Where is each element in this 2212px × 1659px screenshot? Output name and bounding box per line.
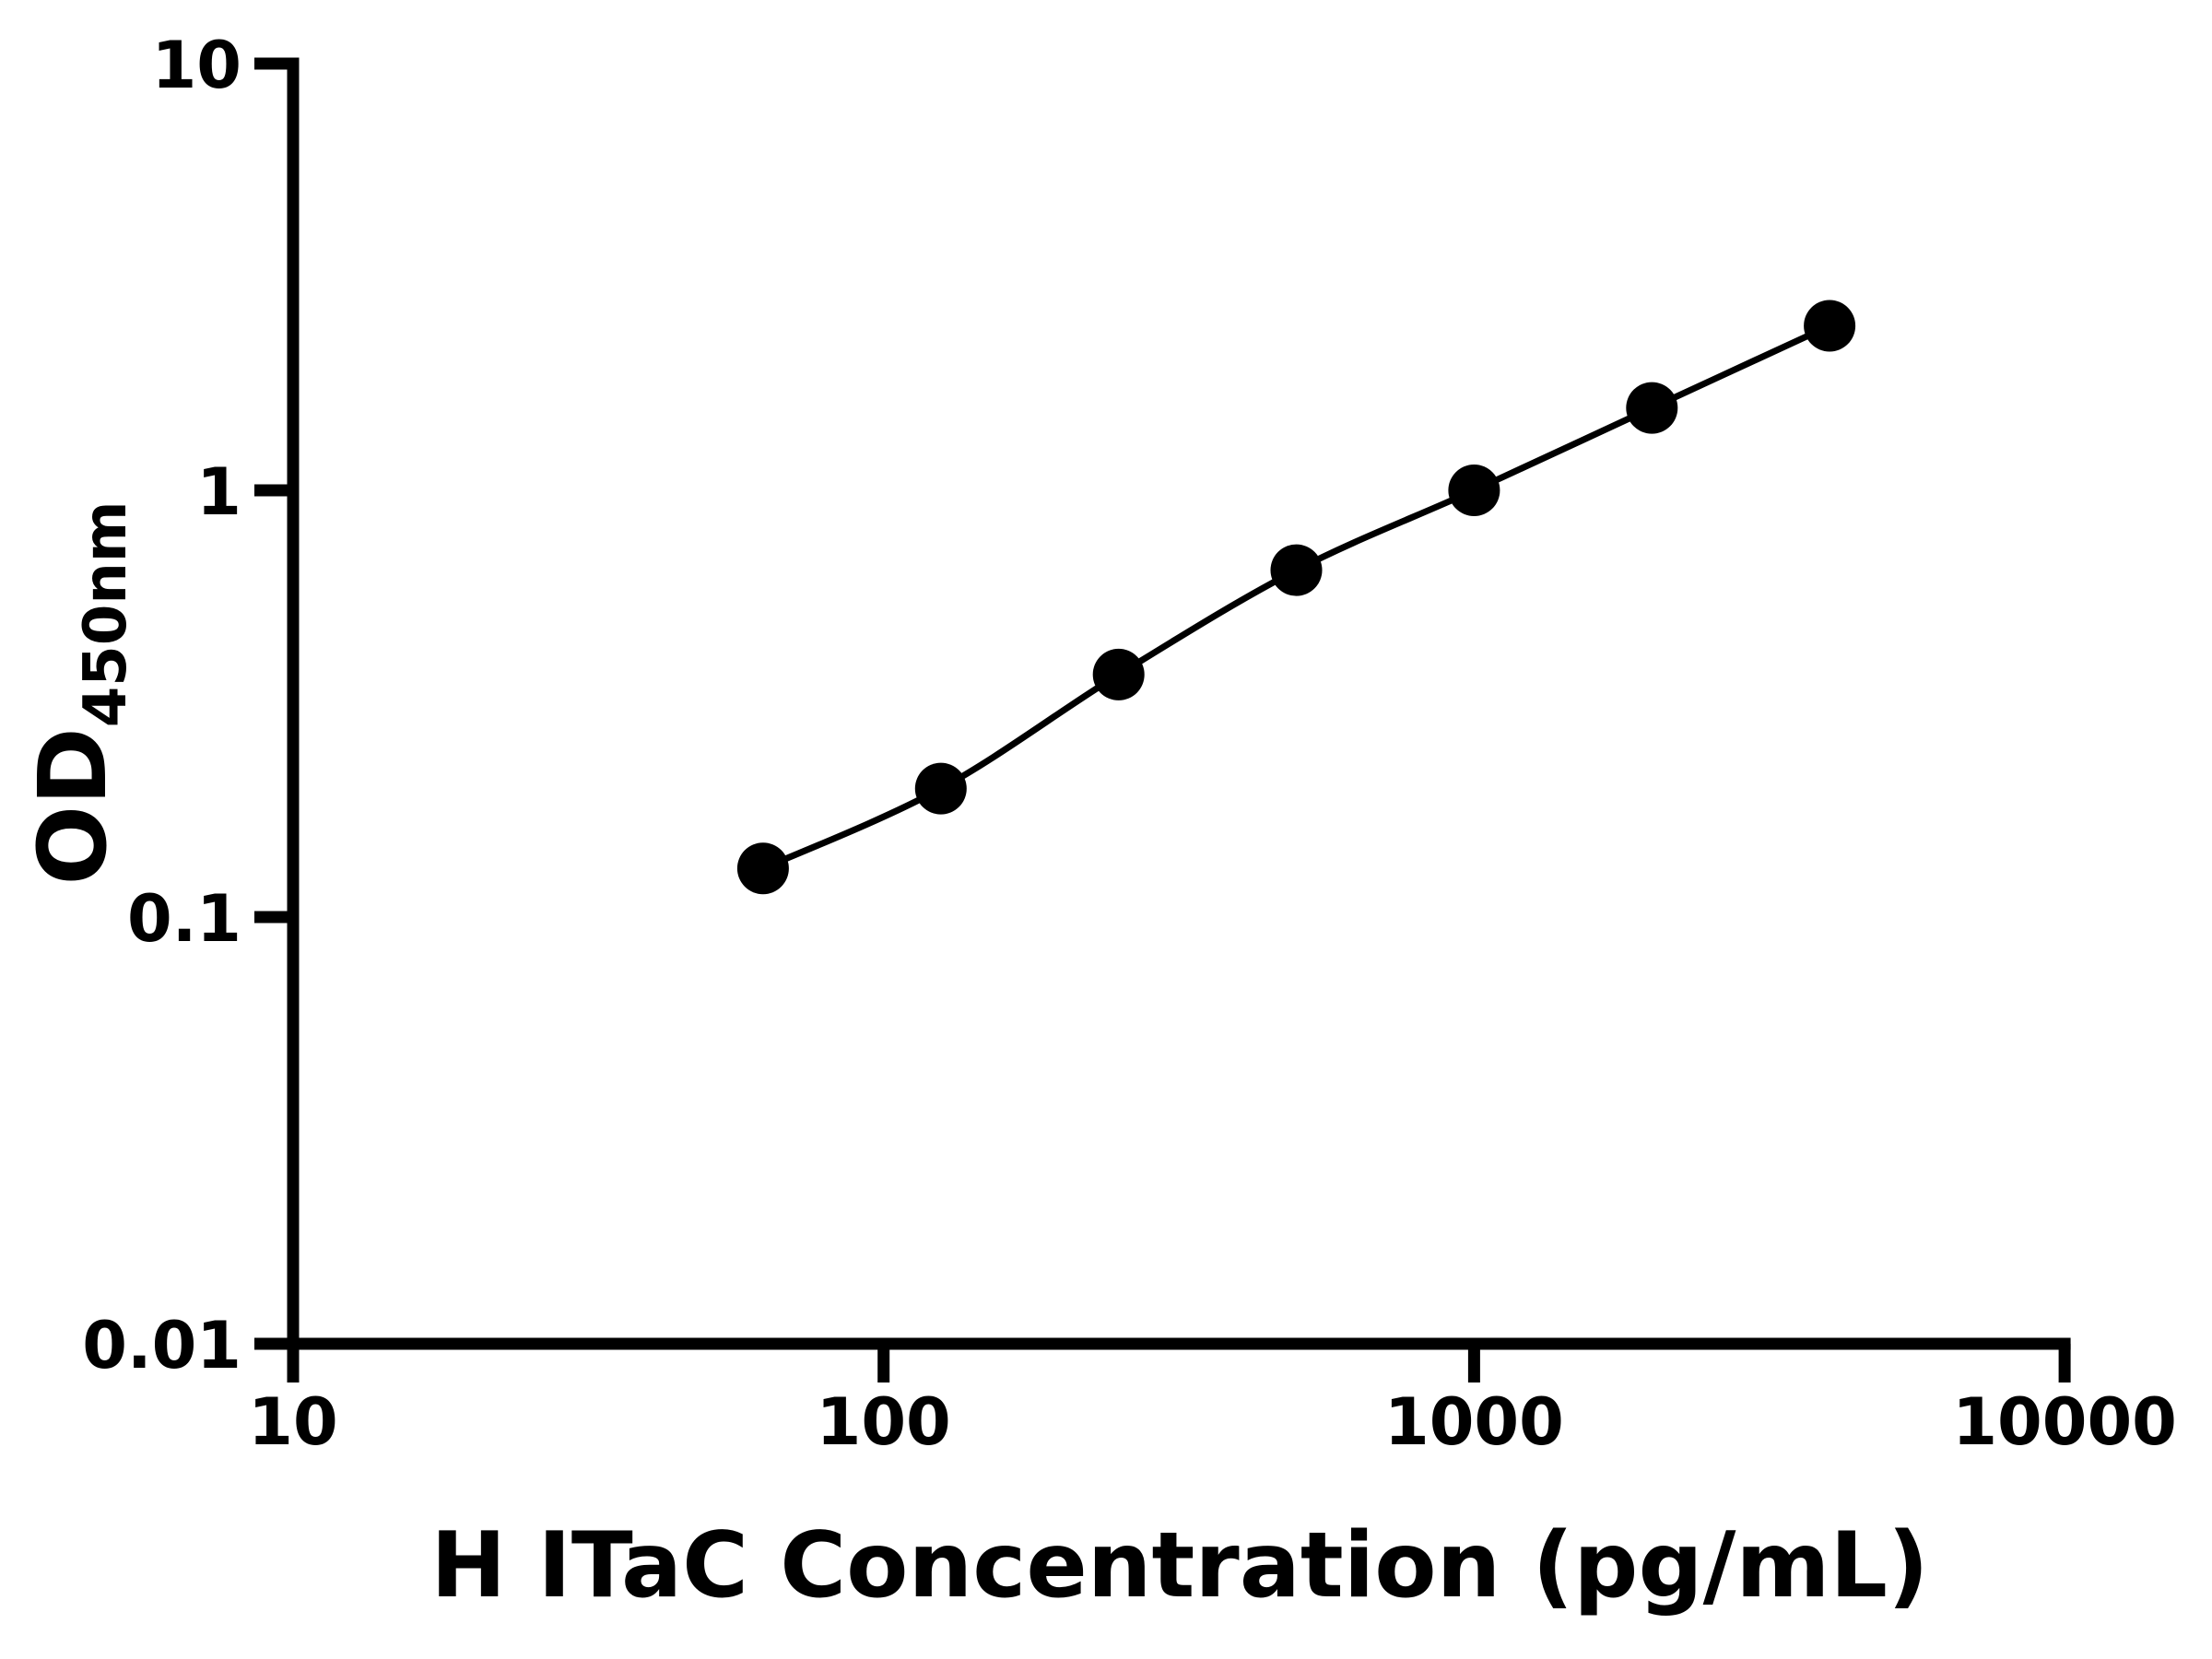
y-tick-label: 10 xyxy=(152,28,241,103)
x-axis-title: H ITaC Concentration (pg/mL) xyxy=(430,1513,1929,1618)
y-axis-title-subscript: 450nm xyxy=(72,500,140,728)
x-tick-label: 100 xyxy=(817,1384,951,1460)
y-tick-label: 1 xyxy=(196,454,241,530)
x-tick-label: 10000 xyxy=(1952,1384,2177,1460)
data-point xyxy=(1626,382,1678,434)
y-tick-label: 0.01 xyxy=(82,1308,241,1383)
data-point xyxy=(1092,648,1145,700)
data-point xyxy=(736,842,789,895)
x-tick-label: 10 xyxy=(248,1384,337,1460)
data-point xyxy=(914,762,967,815)
x-tick-label: 1000 xyxy=(1384,1384,1564,1460)
data-point xyxy=(1804,300,1856,352)
y-axis-title-text: OD450nm xyxy=(18,500,140,885)
y-tick-label: 0.1 xyxy=(127,881,241,957)
data-point xyxy=(1448,465,1500,516)
data-point xyxy=(1270,544,1323,596)
y-axis-title-main: OD xyxy=(18,727,128,886)
